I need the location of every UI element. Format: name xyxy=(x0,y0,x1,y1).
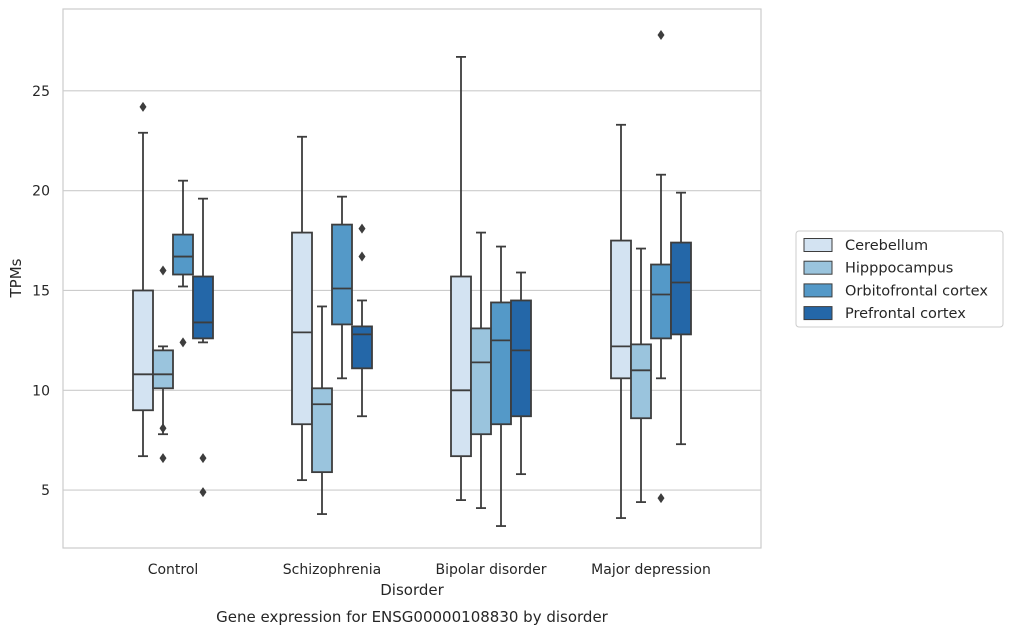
legend-label: Orbitofrontal cortex xyxy=(845,283,988,299)
box-prefrontal-cortex xyxy=(192,197,214,498)
box-orbitofrontal-cortex xyxy=(331,195,353,380)
y-tick-labels: 5 10 15 20 25 xyxy=(32,84,50,499)
y-tick-label-20: 20 xyxy=(32,184,50,200)
box-body xyxy=(351,325,373,370)
outlier-point xyxy=(199,487,207,498)
y-tick-label-25: 25 xyxy=(32,84,50,100)
box-body xyxy=(152,349,174,390)
legend-label: Cerebellum xyxy=(845,238,928,254)
x-tick-label: Schizophrenia xyxy=(283,562,381,578)
box-body xyxy=(470,327,492,436)
legend-swatch xyxy=(803,306,833,321)
legend-frame xyxy=(795,230,1004,328)
box-body xyxy=(172,233,194,276)
box-body xyxy=(311,387,333,474)
box-prefrontal-cortex xyxy=(670,191,692,446)
box-body xyxy=(670,241,692,336)
box-body xyxy=(610,239,632,380)
x-axis-label: Disorder xyxy=(380,581,444,599)
outlier-point xyxy=(657,493,665,504)
box-body xyxy=(291,231,313,426)
box-prefrontal-cortex xyxy=(510,271,532,476)
y-tick-label-15: 15 xyxy=(32,283,50,299)
outlier-point xyxy=(159,423,167,434)
box-orbitofrontal-cortex xyxy=(172,179,194,348)
box-prefrontal-cortex xyxy=(351,223,373,418)
box-hipppocampus xyxy=(630,247,652,503)
legend-label: Prefrontal cortex xyxy=(845,306,966,322)
box-body xyxy=(630,343,652,420)
box-cerebellum xyxy=(610,123,632,519)
box-body xyxy=(510,299,532,418)
outlier-point xyxy=(159,453,167,464)
outlier-point xyxy=(179,337,187,348)
box-body xyxy=(450,275,472,458)
legend: Cerebellum Hipppocampus Orbitofrontal cort… xyxy=(795,230,1004,328)
box-cerebellum xyxy=(450,56,472,501)
legend-swatch xyxy=(803,283,833,298)
outlier-point xyxy=(159,265,167,276)
box-cerebellum xyxy=(291,135,313,482)
x-tick-label: Bipolar disorder xyxy=(435,562,546,578)
y-axis-label: TPMs xyxy=(7,258,25,298)
box-body xyxy=(490,301,512,426)
outlier-point xyxy=(139,101,147,112)
outlier-point xyxy=(358,251,366,262)
chart-caption: Gene expression for ENSG00000108830 by d… xyxy=(216,608,609,626)
x-tick-label: Major depression xyxy=(591,562,711,578)
x-tick-label: Control xyxy=(148,562,199,578)
box-hipppocampus xyxy=(470,231,492,509)
box-body xyxy=(132,289,154,412)
box-groups xyxy=(132,29,692,527)
box-orbitofrontal-cortex xyxy=(490,245,512,527)
outlier-point xyxy=(358,223,366,234)
y-tick-label-10: 10 xyxy=(32,383,50,399)
outlier-point xyxy=(657,29,665,40)
legend-swatch xyxy=(803,260,833,275)
legend-swatch xyxy=(803,238,833,252)
box-hipppocampus xyxy=(311,305,333,515)
box-body xyxy=(650,263,672,340)
x-tick-labels: Control Schizophrenia Bipolar disorder Majo… xyxy=(148,562,711,578)
y-tick-label-5: 5 xyxy=(41,483,50,499)
plot-frame xyxy=(62,8,762,549)
box-cerebellum xyxy=(132,101,154,458)
outlier-point xyxy=(199,453,207,464)
box-orbitofrontal-cortex xyxy=(650,29,672,504)
box-body xyxy=(192,275,214,340)
box-hipppocampus xyxy=(152,265,174,464)
legend-label: Hipppocampus xyxy=(845,261,953,277)
box-body xyxy=(331,223,353,326)
